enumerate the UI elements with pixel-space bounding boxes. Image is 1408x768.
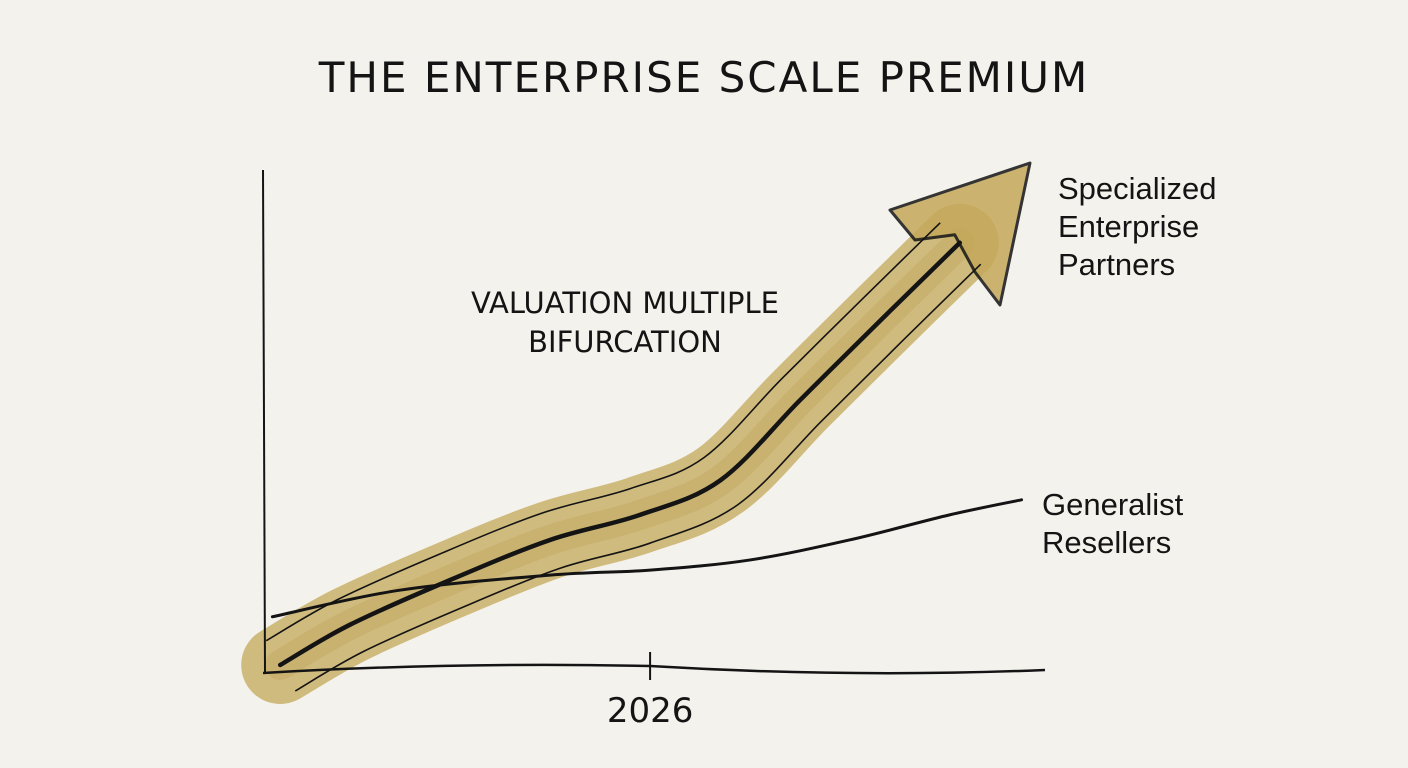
legend-specialized: Specialized Enterprise Partners bbox=[1058, 171, 1217, 282]
legend-generalist: Generalist Resellers bbox=[1042, 487, 1184, 560]
legend-specialized-line-2: Enterprise bbox=[1058, 209, 1199, 244]
legend-generalist-line-1: Generalist bbox=[1042, 487, 1184, 522]
band-lower-edge bbox=[294, 263, 982, 692]
legend-specialized-line-1: Specialized bbox=[1058, 171, 1217, 206]
x-tick-label: 2026 bbox=[607, 691, 694, 731]
specialized-band bbox=[241, 161, 1032, 704]
series-line-generalist bbox=[270, 498, 1024, 619]
series-line-specialized bbox=[277, 240, 963, 668]
legend-specialized-line-3: Partners bbox=[1058, 247, 1175, 282]
y-axis bbox=[262, 169, 266, 674]
arrow-head bbox=[888, 161, 1032, 307]
chart-title: THE ENTERPRISE SCALE PREMIUM bbox=[318, 53, 1090, 102]
band-upper-edge bbox=[265, 222, 941, 642]
legend-generalist-line-2: Resellers bbox=[1042, 525, 1171, 560]
annotation-line-1: VALUATION MULTIPLE bbox=[471, 286, 779, 320]
x-axis bbox=[262, 663, 1046, 675]
annotation-line-2: BIFURCATION bbox=[528, 325, 722, 359]
